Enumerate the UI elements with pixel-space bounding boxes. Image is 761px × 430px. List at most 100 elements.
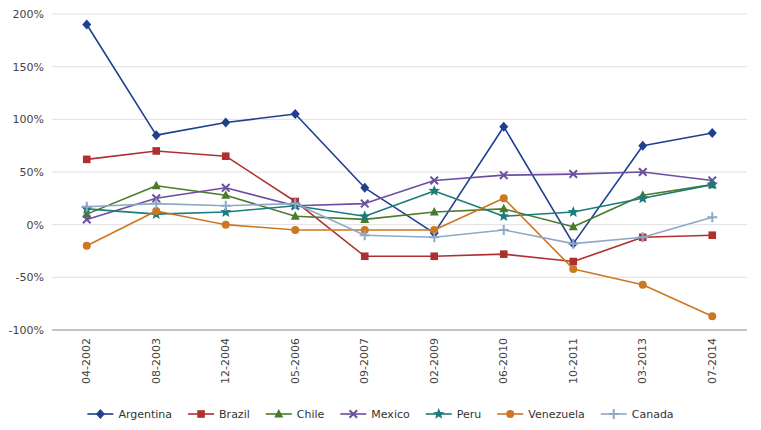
legend-item: Argentina xyxy=(87,408,172,421)
y-tick-label: 50% xyxy=(20,166,44,179)
series xyxy=(83,147,716,265)
marker xyxy=(569,222,578,231)
marker xyxy=(82,202,92,212)
legend-label: Mexico xyxy=(371,408,410,421)
marker xyxy=(360,183,369,193)
legend-item: Venezuela xyxy=(497,408,585,421)
grid-line xyxy=(52,277,747,278)
x-tick-label: 02-2009 xyxy=(428,338,441,384)
legend-marker xyxy=(96,409,105,419)
chart: -100% -50% 0% 50% 100% 150% 200% 04-2002 08-2003… xyxy=(0,0,761,430)
x-axis-line xyxy=(52,330,747,331)
marker xyxy=(430,207,439,216)
legend-marker xyxy=(197,410,205,418)
marker xyxy=(430,177,438,185)
legend-marker xyxy=(274,409,283,418)
marker xyxy=(569,170,577,178)
legend-label: Peru xyxy=(457,408,482,421)
legend-label: Chile xyxy=(297,408,325,421)
series-line xyxy=(87,185,713,217)
marker xyxy=(638,232,648,242)
x-tick-label: 07-2014 xyxy=(706,338,719,384)
marker xyxy=(569,265,577,273)
marker xyxy=(708,312,716,320)
y-tick-label: -100% xyxy=(9,324,44,337)
legend-item: Peru xyxy=(426,408,482,421)
grid-line xyxy=(52,14,747,15)
grid-line xyxy=(52,224,747,225)
legend-label: Canada xyxy=(632,408,674,421)
marker xyxy=(498,210,509,221)
marker xyxy=(707,212,717,222)
marker xyxy=(500,250,508,258)
series xyxy=(83,194,717,320)
y-tick-label: 150% xyxy=(13,61,44,74)
marker xyxy=(291,109,300,119)
y-tick-label: -50% xyxy=(16,271,44,284)
marker xyxy=(290,199,300,209)
x-tick-label: 06-2010 xyxy=(497,338,510,384)
marker xyxy=(83,156,91,164)
series-line xyxy=(87,172,713,219)
marker xyxy=(637,192,648,203)
x-tick-label: 10-2011 xyxy=(567,338,580,384)
marker xyxy=(82,20,91,30)
y-tick-label: 200% xyxy=(13,8,44,21)
legend-marker xyxy=(609,409,619,419)
legend-marker xyxy=(350,410,358,418)
y-tick-label: 0% xyxy=(27,219,44,232)
legend-marker xyxy=(506,410,514,418)
series-line xyxy=(87,151,713,262)
grid-line xyxy=(52,119,747,120)
marker xyxy=(361,252,369,260)
marker xyxy=(430,252,438,260)
legend-marker xyxy=(433,408,444,419)
marker xyxy=(360,230,370,240)
marker xyxy=(359,210,370,221)
marker xyxy=(222,184,230,192)
legend: Argentina Brazil Chile Mexico Peru Venezuela C… xyxy=(87,408,673,421)
x-tick-label: 08-2003 xyxy=(150,338,163,384)
marker xyxy=(569,258,577,266)
marker xyxy=(83,216,91,224)
legend-item: Brazil xyxy=(188,408,250,421)
x-tick-label: 05-2006 xyxy=(289,338,302,384)
marker xyxy=(83,242,91,250)
legend-item: Chile xyxy=(266,408,325,421)
y-tick-label: 100% xyxy=(13,113,44,126)
marker xyxy=(499,225,509,235)
y-axis: -100% -50% 0% 50% 100% 150% 200% xyxy=(9,8,747,337)
marker xyxy=(152,181,161,190)
legend-label: Venezuela xyxy=(528,408,585,421)
series xyxy=(82,20,717,249)
grid-line xyxy=(52,330,747,331)
marker xyxy=(568,206,579,217)
x-tick-label: 03-2013 xyxy=(636,338,649,384)
marker xyxy=(152,147,160,155)
x-axis: 04-200208-200312-200405-200609-200702-20… xyxy=(80,338,719,384)
legend-item: Canada xyxy=(601,408,674,421)
marker xyxy=(708,128,717,138)
marker xyxy=(222,152,230,160)
marker xyxy=(361,200,369,208)
marker xyxy=(639,168,647,176)
series-line xyxy=(87,198,713,316)
marker xyxy=(152,130,161,140)
marker xyxy=(429,185,440,196)
x-tick-label: 09-2007 xyxy=(358,338,371,384)
marker xyxy=(708,231,716,239)
marker xyxy=(500,194,508,202)
marker xyxy=(568,239,578,249)
marker xyxy=(500,171,508,179)
x-tick-label: 04-2002 xyxy=(80,338,93,384)
marker xyxy=(291,211,300,220)
legend-label: Brazil xyxy=(219,408,250,421)
marker xyxy=(569,239,578,249)
series-line xyxy=(87,185,713,227)
marker xyxy=(638,141,647,151)
series xyxy=(82,199,718,249)
marker xyxy=(429,232,439,242)
legend-item: Mexico xyxy=(340,408,410,421)
plot-area xyxy=(81,20,718,321)
legend-label: Argentina xyxy=(118,408,172,421)
